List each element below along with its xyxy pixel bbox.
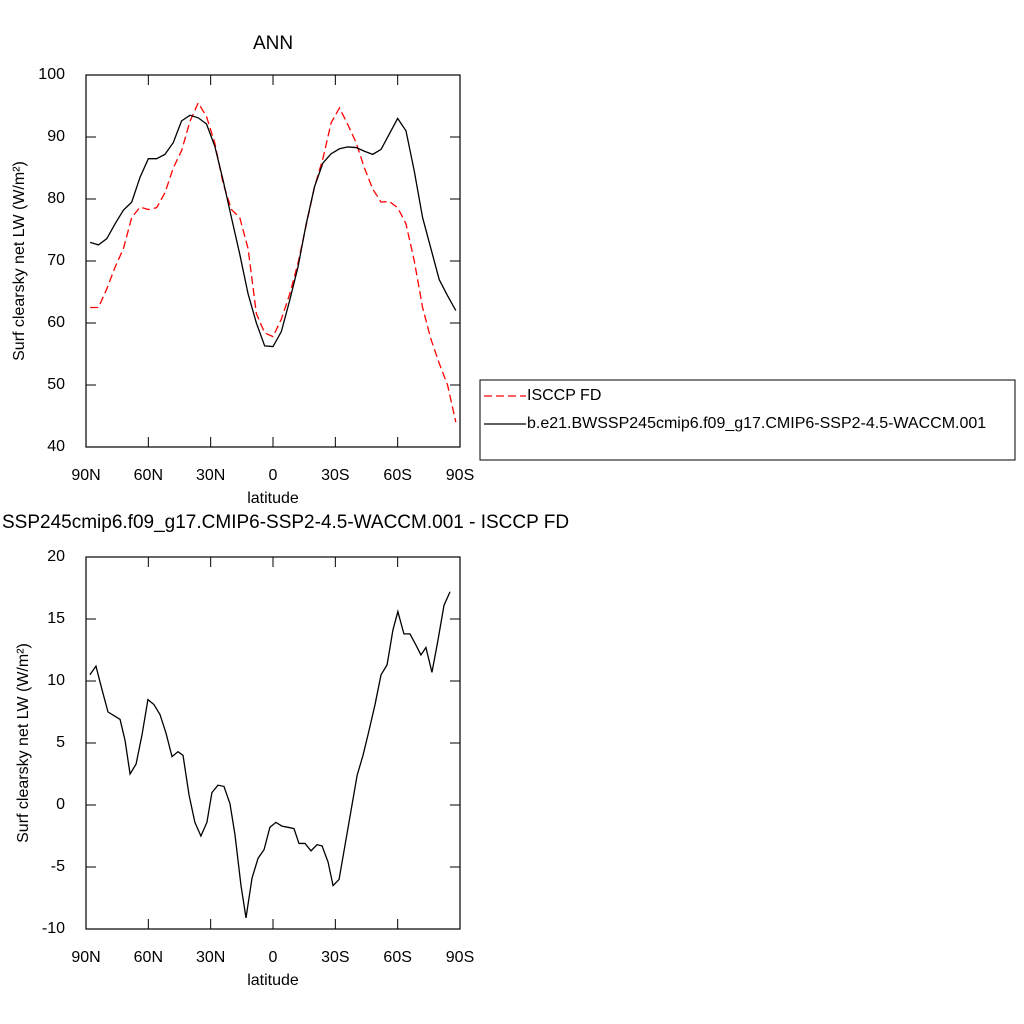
y-tick-label: -10 <box>42 920 65 937</box>
y-tick-label: 40 <box>47 438 65 455</box>
y-tick-label: 90 <box>47 128 65 145</box>
y-tick-label: 15 <box>47 610 65 627</box>
y-tick-label: 60 <box>47 314 65 331</box>
y-tick-label: 0 <box>56 796 65 813</box>
x-tick-label: 30S <box>321 467 349 484</box>
legend-label: ISCCP FD <box>527 387 601 404</box>
x-tick-label: 0 <box>269 949 278 966</box>
y-tick-label: 50 <box>47 376 65 393</box>
x-tick-label: 30N <box>196 467 225 484</box>
y-tick-label: 100 <box>38 66 65 83</box>
x-tick-label: 60N <box>134 949 163 966</box>
y-tick-label: 10 <box>47 672 65 689</box>
y-tick-label: 20 <box>47 548 65 565</box>
x-tick-label: 30N <box>196 949 225 966</box>
chart-title: ANN <box>253 33 293 54</box>
data-line <box>90 101 457 423</box>
x-tick-label: 60S <box>383 949 411 966</box>
plot-frame <box>85 556 461 930</box>
y-tick-label: 5 <box>56 734 65 751</box>
x-tick-label: 60N <box>134 467 163 484</box>
x-tick-label: 90S <box>446 467 474 484</box>
x-tick-label: 0 <box>269 467 278 484</box>
y-tick-label: -5 <box>51 858 65 875</box>
y-axis-label: Surf clearsky net LW (W/m²) <box>11 161 28 361</box>
x-tick-label: 90N <box>71 467 100 484</box>
legend-box <box>479 379 1016 461</box>
y-tick-label: 70 <box>47 252 65 269</box>
x-tick-label: 90S <box>446 949 474 966</box>
x-tick-label: 30S <box>321 949 349 966</box>
chart-title: SSP245cmip6.f09_g17.CMIP6-SSP2-4.5-WACCM… <box>2 512 569 533</box>
x-axis-label: latitude <box>247 972 299 989</box>
legend-label: b.e21.BWSSP245cmip6.f09_g17.CMIP6-SSP2-4… <box>527 415 986 432</box>
x-axis-label: latitude <box>247 490 299 507</box>
x-tick-label: 90N <box>71 949 100 966</box>
x-tick-label: 60S <box>383 467 411 484</box>
y-axis-label: Surf clearsky net LW (W/m²) <box>15 643 32 843</box>
y-tick-label: 80 <box>47 190 65 207</box>
data-line <box>89 591 451 918</box>
data-line <box>89 114 457 348</box>
plot-frame <box>85 74 461 448</box>
